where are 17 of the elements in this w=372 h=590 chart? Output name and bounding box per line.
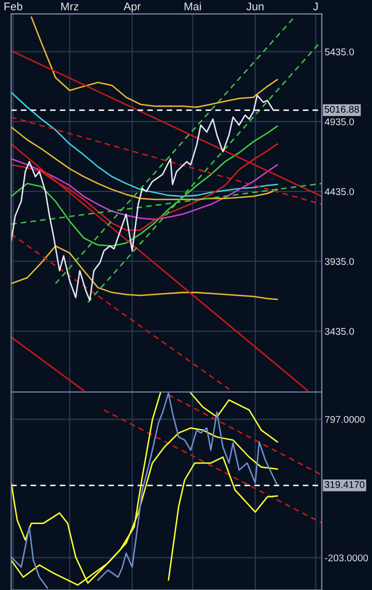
y-tick-label: 4435.0 — [324, 188, 354, 196]
y-tick-label: -203.0000 — [324, 554, 368, 562]
y-tick-label: 3435.0 — [324, 328, 354, 335]
y-tick-label: 3935.0 — [324, 258, 354, 265]
x-tick-label: Jun — [246, 2, 264, 10]
ref-line-label: 319.4170 — [324, 481, 364, 488]
ref-line-label: 5016.88 — [324, 106, 359, 113]
y-tick-label: 4935.0 — [324, 118, 354, 126]
line-series — [11, 94, 274, 302]
x-tick-label: Mai — [184, 2, 201, 10]
y-tick-label: 797.0000 — [325, 416, 365, 423]
line-series — [168, 456, 278, 581]
x-tick-label: Mrz — [61, 2, 78, 10]
x-tick-label: Apr — [124, 2, 141, 13]
x-tick-label: Feb — [4, 2, 22, 10]
x-tick-label: J — [313, 2, 318, 10]
y-tick-label: 5435.0 — [324, 48, 354, 56]
